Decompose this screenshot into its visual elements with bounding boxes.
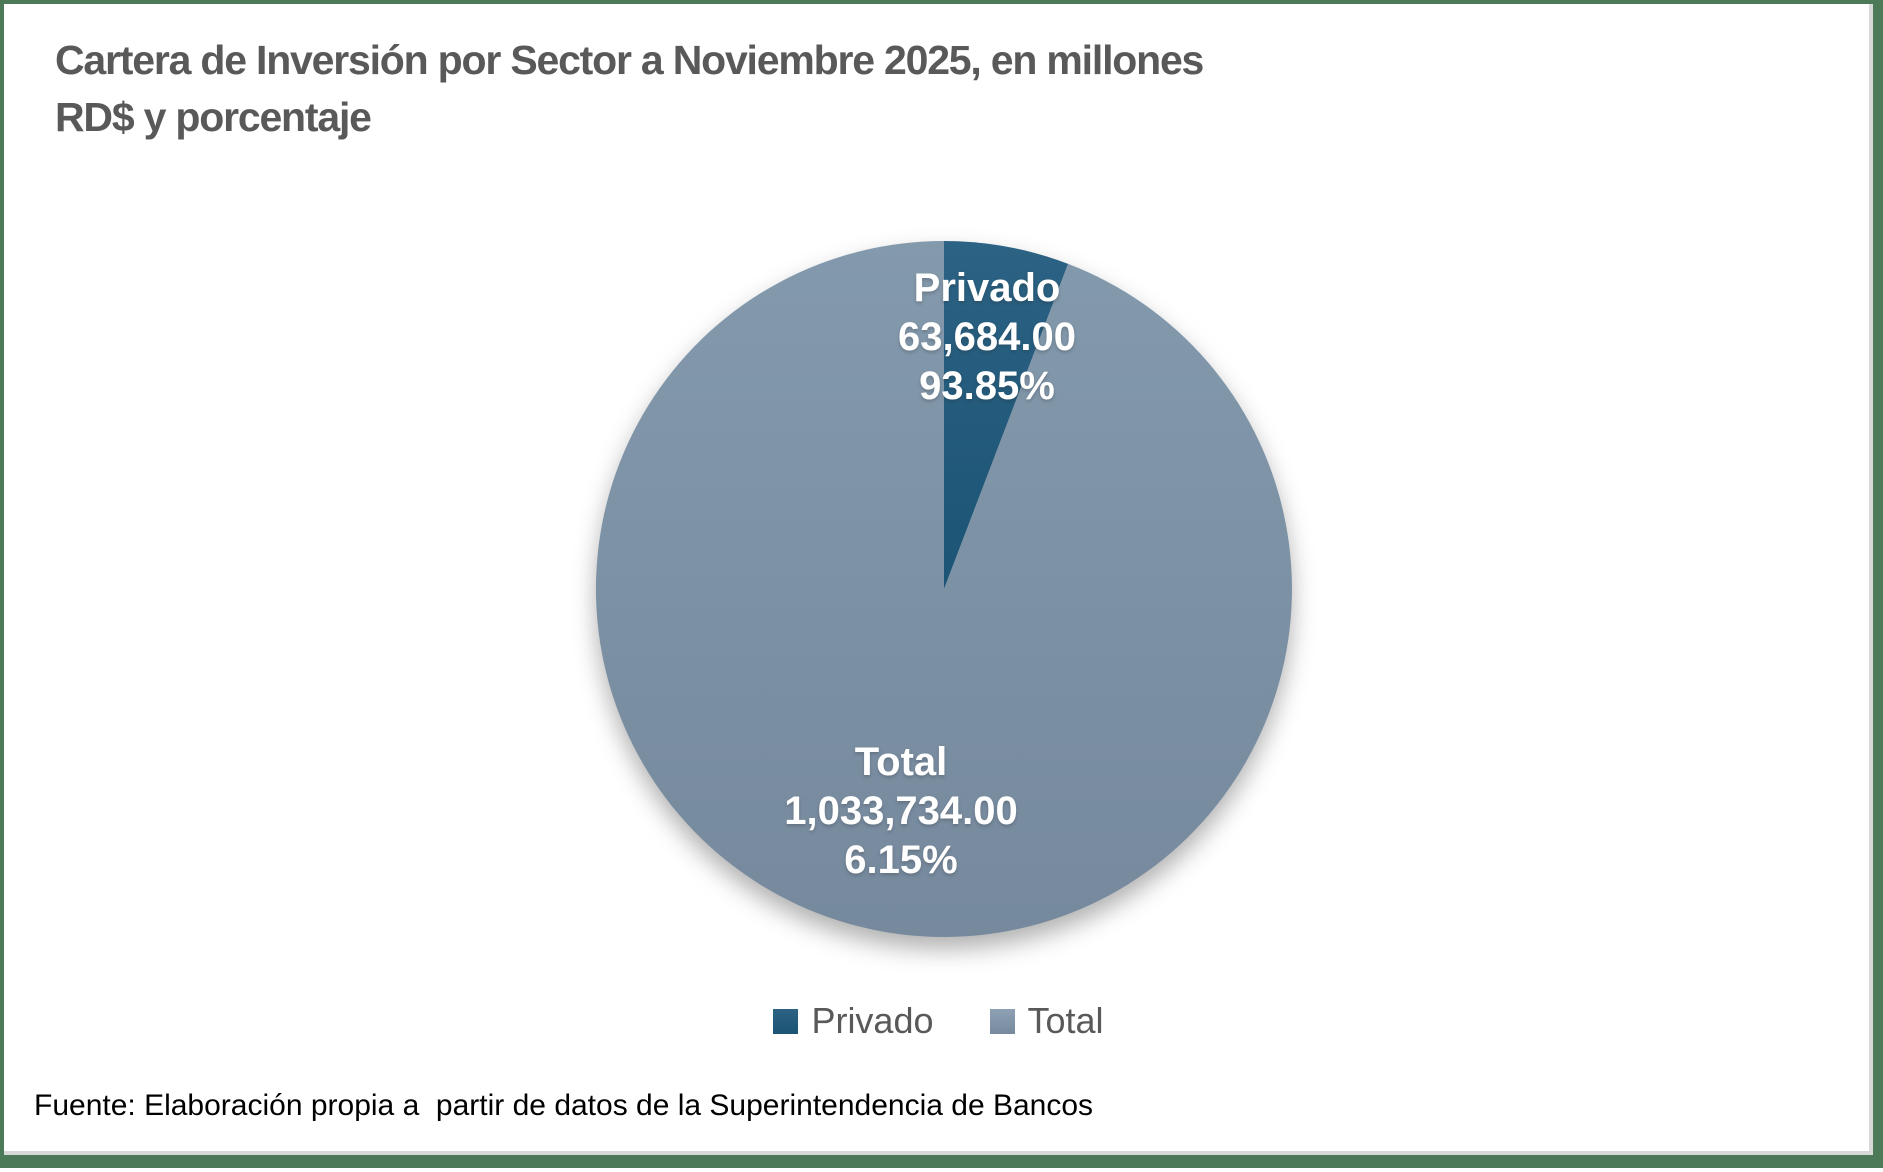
data-label-privado-value: 63,684.00 bbox=[898, 315, 1076, 359]
data-label-total: Total 1,033,734.00 6.15% bbox=[784, 738, 1018, 885]
legend-label-privado: Privado bbox=[811, 1000, 934, 1041]
data-label-privado-pct: 93.85% bbox=[919, 364, 1055, 408]
chart-title: Cartera de Inversión por Sector a Noviem… bbox=[55, 32, 1204, 146]
pie-slice-total bbox=[595, 240, 1292, 938]
data-label-total-value: 1,033,734.00 bbox=[784, 789, 1018, 833]
data-label-total-name: Total bbox=[854, 740, 948, 784]
pie-slice-privado bbox=[944, 241, 1069, 589]
legend-label-total: Total bbox=[1027, 1000, 1104, 1041]
chart-title-line2: RD$ y porcentaje bbox=[55, 94, 372, 140]
legend-item-privado: Privado bbox=[773, 1000, 934, 1041]
legend: Privado Total bbox=[4, 1003, 1873, 1039]
data-label-total-pct: 6.15% bbox=[844, 838, 958, 882]
chart-title-line1: Cartera de Inversión por Sector a Noviem… bbox=[55, 37, 1204, 83]
privado-swatch-icon bbox=[773, 1008, 799, 1034]
data-label-privado: Privado 63,684.00 93.85% bbox=[898, 264, 1076, 411]
source-note: Fuente: Elaboración propia a partir de d… bbox=[34, 1089, 1094, 1122]
pie-chart bbox=[595, 240, 1292, 938]
data-label-privado-name: Privado bbox=[913, 266, 1061, 310]
legend-item-total: Total bbox=[989, 1000, 1104, 1041]
total-swatch-icon bbox=[989, 1008, 1015, 1034]
